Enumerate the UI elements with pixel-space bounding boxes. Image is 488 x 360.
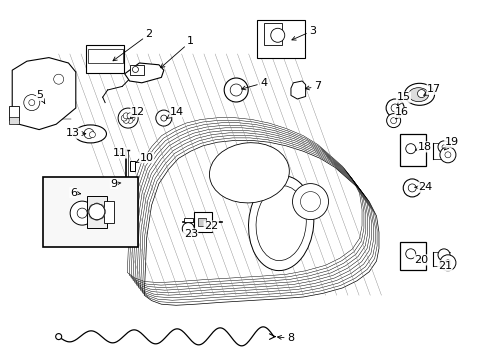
Ellipse shape xyxy=(408,88,427,102)
Ellipse shape xyxy=(248,176,313,271)
Text: 8: 8 xyxy=(277,333,294,343)
Ellipse shape xyxy=(74,125,106,143)
Circle shape xyxy=(121,115,127,121)
Text: 4: 4 xyxy=(241,78,267,90)
Circle shape xyxy=(390,118,396,123)
Text: 16: 16 xyxy=(394,107,408,119)
Bar xyxy=(87,49,122,63)
Bar xyxy=(183,217,192,222)
Circle shape xyxy=(84,129,94,139)
Circle shape xyxy=(89,211,97,219)
Circle shape xyxy=(300,192,320,212)
Bar xyxy=(87,196,106,228)
Circle shape xyxy=(444,152,450,158)
Circle shape xyxy=(77,208,87,218)
Text: 14: 14 xyxy=(166,107,183,118)
Bar xyxy=(198,219,206,226)
Bar xyxy=(194,212,211,233)
Bar xyxy=(120,177,126,190)
Bar xyxy=(129,161,134,171)
Circle shape xyxy=(54,74,63,84)
Bar xyxy=(9,117,19,124)
Circle shape xyxy=(93,212,101,220)
Circle shape xyxy=(437,141,449,153)
Text: 21: 21 xyxy=(437,260,451,271)
Ellipse shape xyxy=(209,143,289,203)
Bar xyxy=(399,242,426,270)
Circle shape xyxy=(98,208,105,216)
Circle shape xyxy=(127,117,133,123)
Text: 23: 23 xyxy=(183,229,197,239)
Text: 7: 7 xyxy=(305,81,321,91)
Circle shape xyxy=(390,104,398,112)
Text: 9: 9 xyxy=(110,179,121,189)
Text: 17: 17 xyxy=(423,84,440,95)
Circle shape xyxy=(124,114,132,122)
Circle shape xyxy=(444,260,450,266)
Ellipse shape xyxy=(404,83,434,105)
Circle shape xyxy=(403,179,420,197)
Circle shape xyxy=(405,144,415,154)
Circle shape xyxy=(386,114,400,127)
Text: 6: 6 xyxy=(70,188,81,198)
Bar xyxy=(264,23,281,45)
Circle shape xyxy=(417,90,425,98)
Circle shape xyxy=(292,184,328,220)
Circle shape xyxy=(93,203,101,211)
Circle shape xyxy=(441,145,445,149)
Circle shape xyxy=(123,117,129,123)
Polygon shape xyxy=(124,63,163,83)
Circle shape xyxy=(89,132,95,138)
Text: 19: 19 xyxy=(444,137,458,150)
Circle shape xyxy=(129,115,135,121)
Bar xyxy=(43,177,138,247)
Circle shape xyxy=(96,204,104,212)
Circle shape xyxy=(96,211,104,219)
Text: 11: 11 xyxy=(113,148,126,158)
Circle shape xyxy=(270,28,284,42)
Circle shape xyxy=(56,334,61,339)
Text: 18: 18 xyxy=(415,142,430,152)
Bar xyxy=(9,107,19,120)
Bar xyxy=(257,20,305,58)
Circle shape xyxy=(230,84,242,96)
Text: 12: 12 xyxy=(130,107,144,118)
Circle shape xyxy=(132,67,138,72)
Circle shape xyxy=(89,204,97,212)
Bar xyxy=(130,65,143,75)
Circle shape xyxy=(439,147,455,163)
Circle shape xyxy=(29,100,35,105)
Text: 10: 10 xyxy=(136,153,153,163)
Circle shape xyxy=(127,113,133,119)
Circle shape xyxy=(439,255,455,271)
Polygon shape xyxy=(12,58,76,130)
Text: 15: 15 xyxy=(396,92,409,105)
Circle shape xyxy=(182,222,194,235)
Circle shape xyxy=(407,184,415,192)
Text: 22: 22 xyxy=(203,221,218,231)
Circle shape xyxy=(386,99,403,117)
Polygon shape xyxy=(290,81,305,99)
Text: 5: 5 xyxy=(37,90,45,103)
Bar xyxy=(399,135,426,166)
Circle shape xyxy=(224,78,248,102)
Circle shape xyxy=(89,204,104,220)
Circle shape xyxy=(24,95,40,111)
Text: 20: 20 xyxy=(414,255,427,265)
Circle shape xyxy=(156,110,171,126)
Circle shape xyxy=(88,208,96,216)
Text: 3: 3 xyxy=(291,26,316,40)
Text: 2: 2 xyxy=(113,29,152,61)
Circle shape xyxy=(70,201,94,225)
Circle shape xyxy=(118,108,138,128)
Text: 24: 24 xyxy=(414,182,432,192)
Bar xyxy=(86,45,124,73)
Text: 13: 13 xyxy=(65,128,85,138)
Text: 1: 1 xyxy=(161,36,194,68)
Circle shape xyxy=(123,113,129,119)
Circle shape xyxy=(405,249,415,259)
Circle shape xyxy=(437,249,449,261)
Bar xyxy=(103,201,113,224)
Circle shape xyxy=(161,115,166,121)
